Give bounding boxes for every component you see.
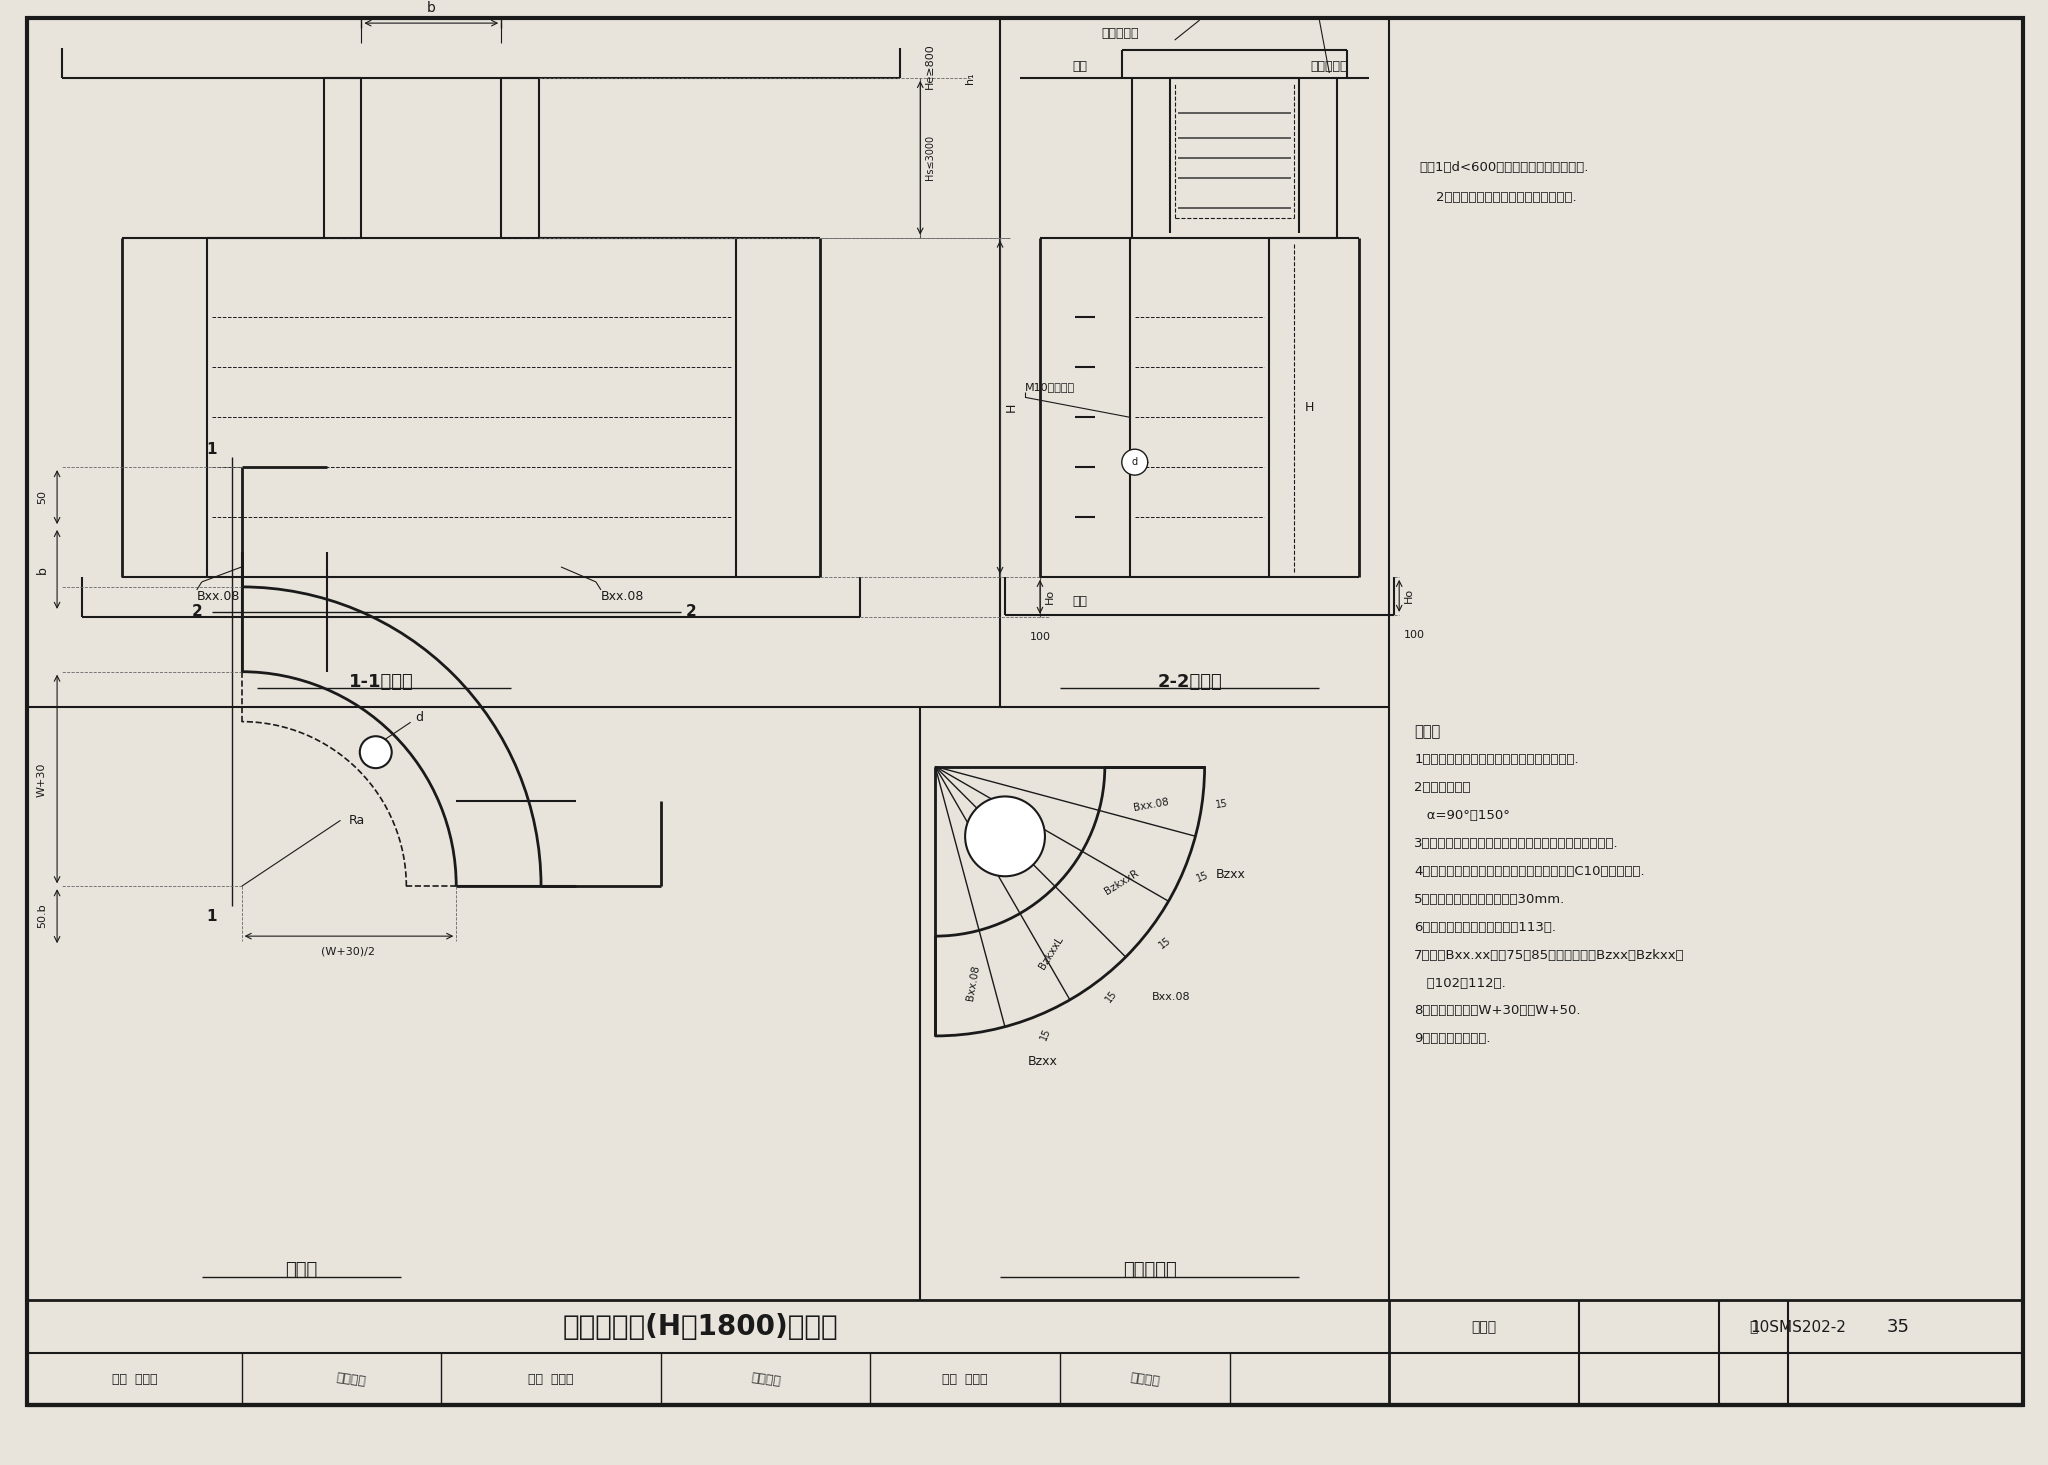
Text: d: d — [416, 711, 424, 724]
Text: 转弯检查井(H＜1800)结构图: 转弯检查井(H＜1800)结构图 — [563, 1313, 838, 1342]
Text: 3．转弯检查井底板配筋与同断面矩形管道底板配筋相同.: 3．转弯检查井底板配筋与同断面矩形管道底板配筋相同. — [1415, 837, 1618, 850]
Bar — [1133, 78, 1169, 237]
Text: 10SMS202-2: 10SMS202-2 — [1751, 1320, 1845, 1335]
Bar — [123, 237, 207, 577]
Text: 王长祥签: 王长祥签 — [336, 1371, 367, 1387]
Text: W+30: W+30 — [37, 762, 47, 797]
Text: 第102～112页.: 第102～112页. — [1415, 977, 1505, 989]
PathPatch shape — [242, 587, 541, 886]
Text: 冯树健签: 冯树健签 — [1128, 1371, 1161, 1387]
Text: 卢迎焕签: 卢迎焕签 — [750, 1371, 782, 1387]
Text: Bzxx: Bzxx — [1028, 1055, 1057, 1068]
Bar — [207, 237, 735, 268]
Text: BzkxxR: BzkxxR — [1102, 869, 1141, 897]
Text: 50: 50 — [37, 491, 47, 504]
Text: 页: 页 — [1749, 1320, 1757, 1335]
Bar — [457, 801, 575, 886]
Text: 15: 15 — [1194, 870, 1210, 885]
Text: 2．踏步安装位置视盖板人孔位置确定.: 2．踏步安装位置视盖板人孔位置确定. — [1419, 192, 1577, 204]
Bar — [1122, 50, 1348, 78]
Text: 平面图: 平面图 — [285, 1261, 317, 1279]
Text: 15: 15 — [1157, 935, 1174, 951]
Text: α=90°～150°: α=90°～150° — [1415, 809, 1509, 822]
Bar — [61, 48, 901, 78]
Text: 15: 15 — [1104, 987, 1118, 1004]
Text: Bxx.08: Bxx.08 — [197, 590, 240, 604]
Text: 1．材料与尺寸除注明外均与矩形管道断面同.: 1．材料与尺寸除注明外均与矩形管道断面同. — [1415, 753, 1579, 766]
Circle shape — [360, 737, 391, 768]
Text: 7．盖板Bxx.xx见第75～85页；转弯盖板Bzxx、Bzkxx见: 7．盖板Bxx.xx见第75～85页；转弯盖板Bzxx、Bzkxx见 — [1415, 949, 1686, 961]
Text: Ra: Ra — [348, 815, 365, 826]
Text: 1: 1 — [207, 441, 217, 457]
Bar — [324, 78, 360, 237]
Text: Hs≤3000: Hs≤3000 — [926, 135, 936, 180]
Text: (W+30)/2: (W+30)/2 — [322, 946, 375, 957]
Bar — [1006, 577, 1395, 615]
Text: Bxx.08: Bxx.08 — [965, 964, 981, 1001]
Text: 盖板平面图: 盖板平面图 — [1122, 1261, 1178, 1279]
Bar — [999, 18, 1389, 706]
Text: 2: 2 — [190, 605, 203, 620]
Text: Bzxx: Bzxx — [1217, 867, 1245, 880]
Text: Bxx.08: Bxx.08 — [1133, 797, 1169, 813]
Text: d: d — [1133, 457, 1139, 467]
Circle shape — [965, 797, 1044, 876]
Text: 2: 2 — [686, 605, 696, 620]
Text: h₁: h₁ — [965, 72, 975, 84]
Text: 8．用于石砌体时W+30改为W+50.: 8．用于石砌体时W+30改为W+50. — [1415, 1005, 1581, 1018]
Text: 100: 100 — [1405, 630, 1425, 640]
Text: 6．圆形管道穿墙做法参见第113页.: 6．圆形管道穿墙做法参见第113页. — [1415, 920, 1556, 933]
Text: 15: 15 — [1038, 1026, 1053, 1042]
Text: 9．其他详见总说明.: 9．其他详见总说明. — [1415, 1033, 1491, 1046]
Bar — [82, 577, 860, 617]
Text: 2-2剖面图: 2-2剖面图 — [1157, 672, 1223, 690]
Text: Bxx.08: Bxx.08 — [1151, 992, 1190, 1002]
Text: He≥800: He≥800 — [926, 42, 936, 89]
Circle shape — [1122, 450, 1147, 475]
Text: 混凝土盖板: 混凝土盖板 — [1311, 60, 1348, 72]
Text: 井盖及支座: 井盖及支座 — [1102, 26, 1139, 40]
Text: 100: 100 — [1030, 631, 1051, 642]
Bar — [735, 237, 821, 577]
Bar — [27, 18, 999, 706]
Text: b: b — [35, 565, 49, 574]
Text: H: H — [1305, 401, 1315, 413]
Text: 1: 1 — [207, 908, 217, 924]
Text: b: b — [426, 1, 436, 15]
Text: 踏步: 踏步 — [1073, 595, 1087, 608]
Text: Ho: Ho — [1405, 589, 1415, 604]
Bar — [1270, 237, 1360, 577]
Text: 15: 15 — [1214, 798, 1229, 810]
Bar — [1020, 48, 1370, 78]
Text: 井筒: 井筒 — [1073, 60, 1087, 72]
Text: 图集号: 图集号 — [1470, 1320, 1497, 1335]
Text: 注：1．d<600（位置在踏步范围以外）.: 注：1．d<600（位置在踏步范围以外）. — [1419, 161, 1589, 174]
Text: 设计  冯树健: 设计 冯树健 — [942, 1373, 987, 1386]
Text: 4．接入支管管底下需超挖部分用级配砂石或C10混凝土填实.: 4．接入支管管底下需超挖部分用级配砂石或C10混凝土填实. — [1415, 864, 1645, 878]
Bar — [242, 552, 326, 672]
Text: M10水泥砂浆: M10水泥砂浆 — [1024, 382, 1075, 393]
Text: 1-1剖面图: 1-1剖面图 — [348, 672, 414, 690]
Text: 校对  刘迎焕: 校对 刘迎焕 — [528, 1373, 573, 1386]
Text: 5．接入支管在井室内应伸出30mm.: 5．接入支管在井室内应伸出30mm. — [1415, 892, 1565, 905]
Text: Bxx.08: Bxx.08 — [600, 590, 645, 604]
Text: 50.b: 50.b — [37, 904, 47, 929]
Bar — [27, 706, 920, 1301]
Bar — [1298, 78, 1337, 237]
Text: BzkxxL: BzkxxL — [1038, 935, 1065, 971]
Text: 2．适用条件：: 2．适用条件： — [1415, 781, 1470, 794]
Text: H: H — [1006, 403, 1018, 412]
Bar — [1040, 237, 1130, 577]
Bar — [920, 706, 1389, 1301]
Text: 审核  王长祥: 审核 王长祥 — [113, 1373, 158, 1386]
Text: 35: 35 — [1886, 1318, 1909, 1336]
Text: Ho: Ho — [1044, 589, 1055, 605]
Text: 说明：: 说明： — [1415, 724, 1440, 738]
Bar — [502, 78, 539, 237]
